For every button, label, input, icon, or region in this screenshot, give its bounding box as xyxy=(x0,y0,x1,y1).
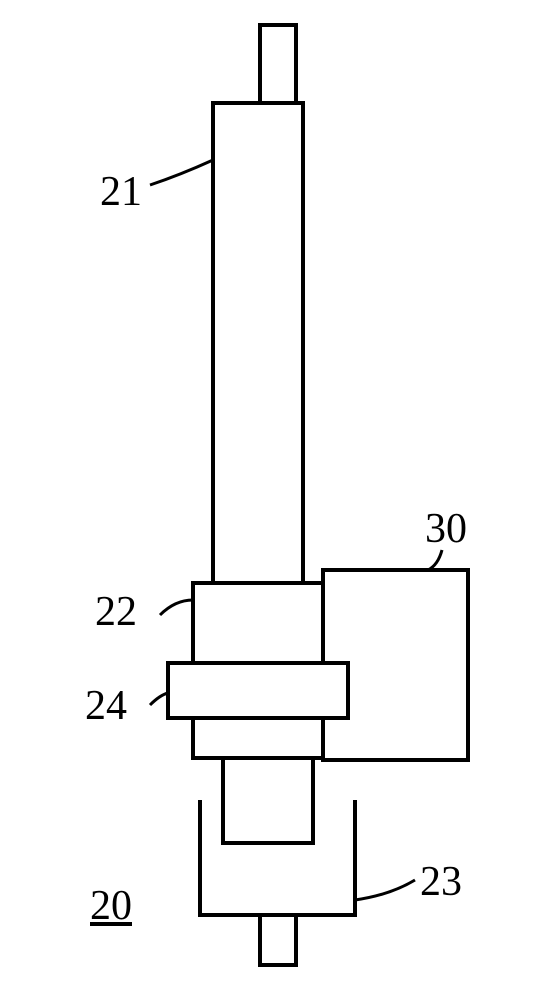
label-24: 24 xyxy=(85,682,127,730)
label-22: 22 xyxy=(95,588,137,636)
label-23: 23 xyxy=(420,858,462,906)
label-20: 20 xyxy=(90,882,132,930)
label-30: 30 xyxy=(425,505,467,553)
technical-diagram xyxy=(0,0,551,1000)
label-21: 21 xyxy=(100,168,142,216)
